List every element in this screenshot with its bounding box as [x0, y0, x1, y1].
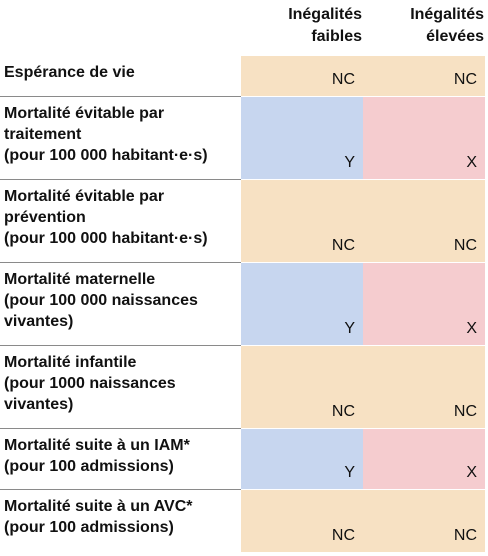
table-row-stroke-mortality: Mortalité suite à un AVC* (pour 100 admi… — [0, 490, 488, 552]
row-divider — [0, 262, 241, 263]
cell-value: NC — [453, 71, 477, 88]
table-header: Inégalités faibles Inégalités élevées — [0, 0, 488, 56]
cell-low-inequality: Y — [241, 97, 363, 179]
row-label: Mortalité évitable par prévention (pour … — [4, 188, 208, 247]
cell-value: NC — [331, 237, 355, 254]
cell-high-inequality: NC — [363, 346, 485, 428]
cell-high-inequality: NC — [363, 180, 485, 262]
column-header-low-inequality: Inégalités faibles — [288, 6, 362, 45]
cell-value: X — [466, 464, 477, 481]
cell-high-inequality: X — [363, 97, 485, 179]
row-divider — [0, 96, 241, 97]
row-divider — [0, 428, 241, 429]
cell-value: Y — [344, 464, 355, 481]
cell-low-inequality: NC — [241, 490, 363, 552]
table-row-infant-mortality: Mortalité infantile (pour 1000 naissance… — [0, 346, 488, 428]
cell-high-inequality: X — [363, 263, 485, 345]
row-label: Mortalité infantile (pour 1000 naissance… — [4, 354, 176, 413]
table-row-treatable-mortality: Mortalité évitable par traitement (pour … — [0, 97, 488, 179]
cell-low-inequality: NC — [241, 346, 363, 428]
row-label: Mortalité suite à un AVC* (pour 100 admi… — [4, 498, 193, 536]
cell-value: X — [466, 320, 477, 337]
cell-high-inequality: NC — [363, 56, 485, 96]
table-row-maternal-mortality: Mortalité maternelle (pour 100 000 naiss… — [0, 263, 488, 345]
cell-value: NC — [331, 403, 355, 420]
table-row-ami-mortality: Mortalité suite à un IAM* (pour 100 admi… — [0, 429, 488, 489]
cell-value: X — [466, 154, 477, 171]
row-label: Espérance de vie — [4, 64, 135, 81]
cell-high-inequality: X — [363, 429, 485, 489]
table-row-preventable-mortality: Mortalité évitable par prévention (pour … — [0, 180, 488, 262]
cell-low-inequality: NC — [241, 180, 363, 262]
row-label: Mortalité maternelle (pour 100 000 naiss… — [4, 271, 198, 330]
cell-low-inequality: NC — [241, 56, 363, 96]
cell-value: NC — [331, 71, 355, 88]
cell-low-inequality: Y — [241, 263, 363, 345]
row-divider — [0, 489, 241, 490]
cell-value: Y — [344, 154, 355, 171]
cell-value: Y — [344, 320, 355, 337]
cell-value: NC — [453, 527, 477, 544]
cell-value: NC — [453, 237, 477, 254]
cell-low-inequality: Y — [241, 429, 363, 489]
row-divider — [0, 345, 241, 346]
row-divider — [0, 179, 241, 180]
column-header-high-inequality: Inégalités élevées — [410, 6, 484, 45]
cell-high-inequality: NC — [363, 490, 485, 552]
table-row-life-expectancy: Espérance de vie NC NC — [0, 56, 488, 96]
row-label: Mortalité évitable par traitement (pour … — [4, 105, 208, 164]
row-label: Mortalité suite à un IAM* (pour 100 admi… — [4, 437, 190, 475]
cell-value: NC — [331, 527, 355, 544]
cell-value: NC — [453, 403, 477, 420]
